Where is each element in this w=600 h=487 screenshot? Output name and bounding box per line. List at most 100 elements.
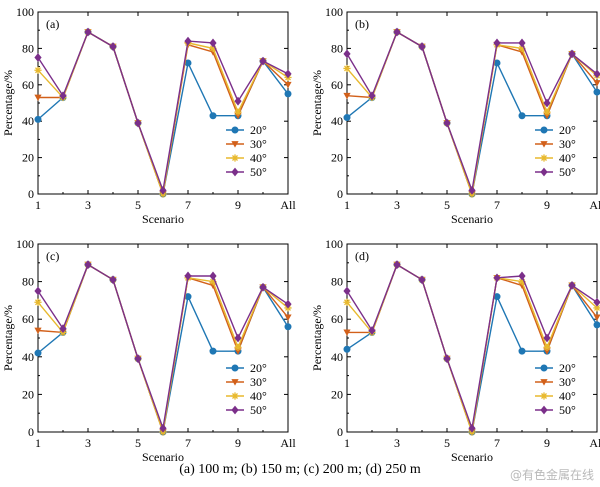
data-point [59,91,67,101]
x-tick-label: 9 [544,436,550,450]
x-axis-title: Scenario [451,450,493,464]
y-axis-title: Percentage/% [310,70,324,136]
y-tick-label: 80 [22,275,34,289]
y-axis-title: Percentage/% [1,70,15,136]
data-point [593,297,600,307]
y-tick-label: 60 [22,312,34,326]
y-tick-label: 0 [28,425,34,439]
data-point [159,185,167,195]
data-point [34,298,42,306]
y-axis-title: Percentage/% [310,305,324,371]
data-point [209,112,217,120]
legend-marker [231,154,239,162]
legend-marker [231,392,239,400]
data-point [259,282,267,292]
data-point [468,423,476,433]
y-tick-label: 100 [16,237,34,251]
x-axis-title: Scenario [142,212,184,226]
legend-marker [231,167,239,177]
data-point [84,27,92,37]
data-point [418,42,426,51]
data-point [234,333,242,343]
chart-panel-3: 0 20 40 60 80 100 1 3 5 7 9 All Scenario Percentage/%… [1,237,296,464]
data-point [34,53,42,62]
y-tick-label: 0 [28,187,34,201]
y-tick-label: 60 [331,78,343,92]
legend-label: 50° [559,165,576,179]
x-tick-label: 9 [544,198,550,212]
data-point [593,321,600,329]
legend-label: 30° [559,137,576,151]
data-point [593,314,600,321]
y-tick-label: 100 [325,237,343,251]
y-tick-label: 0 [337,187,343,201]
legend-label: 40° [559,389,576,403]
data-point [518,278,526,286]
y-tick-label: 80 [331,275,343,289]
legend-marker [231,126,239,134]
data-point [343,92,351,100]
legend-marker [540,405,548,415]
data-point [493,273,501,283]
x-tick-label: 7 [185,436,191,450]
data-point [159,423,167,433]
x-tick-label: 7 [185,198,191,212]
data-point [343,64,351,73]
legend-marker [231,405,239,415]
data-point [259,56,267,66]
data-point [34,115,42,123]
x-tick-label: 5 [444,198,450,212]
x-tick-label: 1 [35,198,41,212]
x-tick-label: 1 [35,436,41,450]
data-point [209,347,217,355]
data-point [284,90,292,98]
legend-label: 30° [250,375,267,389]
data-point [393,27,401,37]
data-point [84,260,92,270]
data-point [543,98,551,108]
data-point [493,38,501,48]
data-point [418,275,426,285]
data-point [568,280,576,290]
legend-label: 50° [559,403,576,417]
data-point [593,69,600,79]
legend-marker [540,167,548,177]
watermark: @有色金属在线 [509,468,594,482]
x-tick-label: All [589,198,600,212]
data-point [368,326,376,335]
x-tick-label: 3 [394,436,400,450]
data-point [109,42,117,51]
panel-label: (d) [355,249,369,263]
y-tick-label: 20 [331,387,343,401]
data-point [284,314,292,321]
data-point [593,80,600,87]
chart-panel-1: 0 20 40 60 80 100 1 3 5 7 9 All Scenario Percentage/%… [1,5,296,226]
data-point [543,333,551,343]
data-point [34,286,42,296]
data-point [209,44,217,52]
data-point [184,271,192,281]
data-point [34,327,42,335]
y-tick-label: 0 [337,425,343,439]
y-tick-label: 60 [331,312,343,326]
data-point [134,354,142,364]
y-tick-label: 40 [331,350,343,364]
legend-marker [540,154,548,162]
data-point [209,278,217,286]
legend-marker [540,141,548,148]
x-tick-label: All [589,436,600,450]
x-tick-label: 9 [235,198,241,212]
figure-caption: (a) 100 m; (b) 150 m; (c) 200 m; (d) 250… [179,462,421,477]
data-point [234,108,242,116]
x-tick-label: All [280,436,296,450]
data-point [518,271,526,281]
legend-marker [540,392,548,400]
data-point [518,38,526,48]
data-point [368,91,376,101]
y-tick-label: 100 [325,5,343,19]
data-point [59,324,67,333]
legend-label: 20° [250,361,267,375]
data-point [443,354,451,364]
data-point [568,49,576,59]
panel-label: (b) [355,17,369,31]
